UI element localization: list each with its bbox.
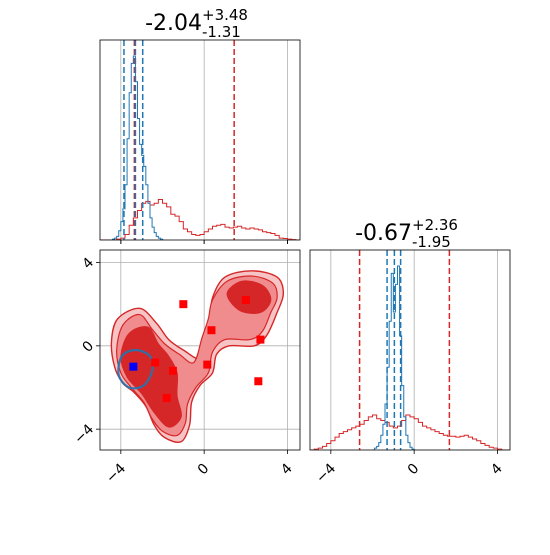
p1-blue-histogram: [110, 55, 165, 240]
joint-contour-blue: [117, 348, 154, 390]
title-param-1-minus: -1.31: [202, 23, 241, 41]
red-square-marker-2: [256, 335, 265, 344]
marginal-histogram-param-2: −4 0 4: [309, 249, 511, 487]
title-param-2-plus: +2.36: [412, 216, 458, 234]
p2-frame: [309, 249, 511, 451]
p2-xtick-label-0: −4: [313, 461, 339, 487]
p2-red-histogram: [310, 414, 510, 450]
joint-xtick-label-2: 4: [278, 461, 296, 479]
title-param-1: -2.04: [145, 11, 202, 36]
title-param-2: -0.67: [355, 221, 412, 246]
red-square-marker-3: [207, 326, 216, 335]
red-square-marker-4: [203, 360, 212, 369]
blue-square-marker: [129, 362, 138, 371]
p2-xtick-label-1: 0: [405, 461, 423, 479]
red-square-marker-7: [162, 393, 171, 402]
red-square-marker-1: [241, 296, 250, 304]
marginal-histogram-param-1: [99, 39, 301, 244]
joint-ytick-label-2: 4: [80, 255, 98, 273]
joint-plot-area: [110, 270, 285, 443]
red-square-marker-8: [254, 377, 263, 386]
title-param-2-minus: -1.95: [412, 233, 451, 251]
p1-frame: [99, 39, 301, 241]
p1-red-histogram: [100, 199, 300, 240]
p2-blue-histogram: [372, 265, 417, 450]
p2-plot-area: [310, 250, 510, 450]
title-param-1-plus: +3.48: [202, 6, 248, 24]
joint-xtick-label-0: −4: [103, 461, 129, 487]
joint-xtick-label-1: 0: [195, 461, 213, 479]
red-square-marker-5: [151, 358, 160, 367]
joint-frame: [99, 249, 301, 451]
joint-density-panel: −4 0 4 −4 0 4: [71, 249, 301, 487]
red-square-marker-0: [179, 300, 188, 309]
p2-xtick-label-2: 4: [488, 461, 506, 479]
joint-ytick-label-1: 0: [80, 338, 98, 356]
red-square-marker-6: [168, 366, 177, 375]
p1-plot-area: [100, 40, 300, 240]
joint-ytick-label-0: −4: [71, 421, 97, 447]
